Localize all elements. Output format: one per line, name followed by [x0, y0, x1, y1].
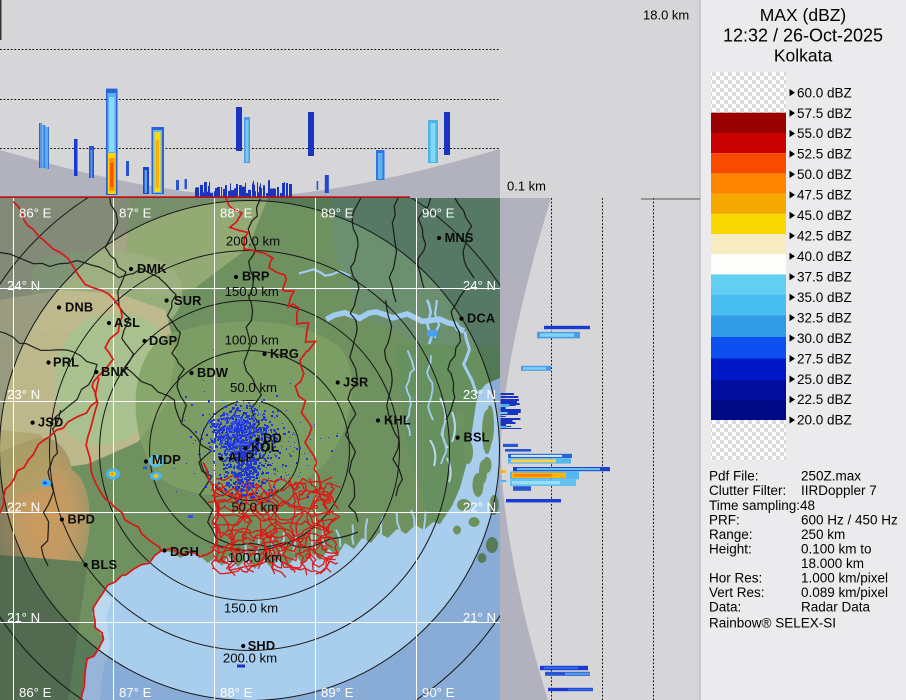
svg-text:PRL: PRL — [53, 354, 79, 369]
svg-text:18.0 km: 18.0 km — [643, 8, 689, 23]
svg-text:MAX (dBZ): MAX (dBZ) — [760, 5, 847, 25]
svg-text:ASL: ASL — [114, 315, 140, 330]
svg-text:50.0 dBZ: 50.0 dBZ — [797, 167, 852, 182]
svg-text:88° E: 88° E — [220, 206, 253, 221]
svg-text:SUR: SUR — [174, 293, 202, 308]
svg-text:DNB: DNB — [65, 299, 93, 314]
svg-text:BSL: BSL — [464, 429, 490, 444]
svg-text:87° E: 87° E — [119, 685, 152, 700]
svg-text:27.5 dBZ: 27.5 dBZ — [797, 351, 852, 366]
svg-text:90° E: 90° E — [422, 206, 455, 221]
svg-text:Vert Res:: Vert Res: — [709, 585, 765, 600]
svg-text:47.5 dBZ: 47.5 dBZ — [797, 188, 852, 203]
svg-text:100.0 km: 100.0 km — [225, 333, 279, 348]
svg-text:86° E: 86° E — [19, 206, 52, 221]
svg-text:Kolkata: Kolkata — [774, 46, 833, 66]
svg-text:ALP: ALP — [228, 449, 254, 464]
svg-text:250Z.max: 250Z.max — [801, 469, 861, 484]
svg-text:250 km: 250 km — [801, 527, 845, 542]
svg-text:JSD: JSD — [38, 414, 64, 429]
svg-text:150.0 km: 150.0 km — [224, 600, 278, 615]
svg-text:37.5 dBZ: 37.5 dBZ — [797, 270, 852, 285]
svg-text:88° E: 88° E — [220, 685, 253, 700]
svg-text:32.5 dBZ: 32.5 dBZ — [797, 310, 852, 325]
svg-text:90° E: 90° E — [422, 685, 455, 700]
svg-text:Height:: Height: — [709, 542, 752, 557]
svg-text:23° N: 23° N — [7, 387, 40, 402]
svg-text:MNS: MNS — [445, 230, 474, 245]
svg-text:BLS: BLS — [91, 557, 117, 572]
svg-text:1.000 km/pixel: 1.000 km/pixel — [801, 571, 888, 586]
svg-text:89° E: 89° E — [321, 206, 354, 221]
svg-text:DCA: DCA — [467, 310, 495, 325]
svg-text:24° N: 24° N — [463, 278, 496, 293]
svg-text:DGH: DGH — [170, 544, 199, 559]
svg-text:SHD: SHD — [248, 638, 276, 653]
svg-text:40.0 dBZ: 40.0 dBZ — [797, 249, 852, 264]
svg-text:100.0 km: 100.0 km — [228, 550, 282, 565]
svg-text:600 Hz / 450 Hz: 600 Hz / 450 Hz — [801, 512, 898, 527]
svg-text:24° N: 24° N — [7, 278, 40, 293]
svg-text:DGP: DGP — [149, 333, 178, 348]
svg-text:20.0 dBZ: 20.0 dBZ — [797, 413, 852, 428]
svg-text:87° E: 87° E — [119, 206, 152, 221]
svg-text:Hor Res:: Hor Res: — [709, 571, 762, 586]
svg-text:Pdf File:: Pdf File: — [709, 469, 759, 484]
svg-text:150.0 km: 150.0 km — [225, 284, 279, 299]
svg-text:50.0 km: 50.0 km — [230, 380, 277, 395]
svg-text:BNK: BNK — [101, 364, 130, 379]
svg-text:Data:: Data: — [709, 600, 741, 615]
svg-text:57.5 dBZ: 57.5 dBZ — [797, 106, 852, 121]
svg-text:BPD: BPD — [68, 511, 96, 526]
svg-text:KHL: KHL — [384, 412, 411, 427]
svg-text:Radar Data: Radar Data — [801, 600, 871, 615]
svg-text:21° N: 21° N — [7, 610, 40, 625]
svg-text:BRP: BRP — [242, 268, 270, 283]
svg-text:89° E: 89° E — [321, 685, 354, 700]
svg-text:KRG: KRG — [270, 346, 299, 361]
svg-text:25.0 dBZ: 25.0 dBZ — [797, 372, 852, 387]
svg-text:PRF:: PRF: — [709, 512, 740, 527]
svg-text:0.1 km: 0.1 km — [507, 179, 546, 194]
svg-text:42.5 dBZ: 42.5 dBZ — [797, 229, 852, 244]
svg-text:BDW: BDW — [197, 365, 229, 380]
svg-text:22° N: 22° N — [7, 499, 40, 514]
svg-text:50.0 km: 50.0 km — [231, 500, 278, 515]
svg-text:86° E: 86° E — [19, 685, 52, 700]
svg-text:21° N: 21° N — [463, 610, 496, 625]
svg-text:IIRDoppler 7: IIRDoppler 7 — [801, 483, 877, 498]
svg-text:Rainbow® SELEX-SI: Rainbow® SELEX-SI — [709, 616, 836, 631]
svg-text:DMK: DMK — [137, 261, 167, 276]
svg-text:12:32 / 26-Oct-2025: 12:32 / 26-Oct-2025 — [723, 26, 883, 46]
svg-text:200.0 km: 200.0 km — [223, 651, 277, 666]
svg-text:200.0 km: 200.0 km — [226, 234, 280, 249]
svg-text:30.0 dBZ: 30.0 dBZ — [797, 331, 852, 346]
svg-text:JSR: JSR — [343, 374, 369, 389]
svg-text:DD: DD — [263, 431, 282, 446]
svg-text:45.0 dBZ: 45.0 dBZ — [797, 208, 852, 223]
svg-text:Clutter Filter:: Clutter Filter: — [709, 483, 786, 498]
svg-text:52.5 dBZ: 52.5 dBZ — [797, 147, 852, 162]
svg-text:Time sampling:48: Time sampling:48 — [709, 498, 815, 513]
svg-text:35.0 dBZ: 35.0 dBZ — [797, 290, 852, 305]
svg-text:18.000 km: 18.000 km — [801, 556, 864, 571]
svg-text:KOL: KOL — [251, 439, 279, 454]
svg-text:55.0 dBZ: 55.0 dBZ — [797, 126, 852, 141]
svg-text:Range:: Range: — [709, 527, 753, 542]
svg-text:23° N: 23° N — [463, 387, 496, 402]
svg-text:MDP: MDP — [152, 452, 181, 467]
svg-text:0.089 km/pixel: 0.089 km/pixel — [801, 585, 888, 600]
svg-text:22.5 dBZ: 22.5 dBZ — [797, 392, 852, 407]
svg-text:0.100 km to: 0.100 km to — [801, 542, 872, 557]
svg-text:22° N: 22° N — [463, 499, 496, 514]
svg-text:60.0 dBZ: 60.0 dBZ — [797, 85, 852, 100]
